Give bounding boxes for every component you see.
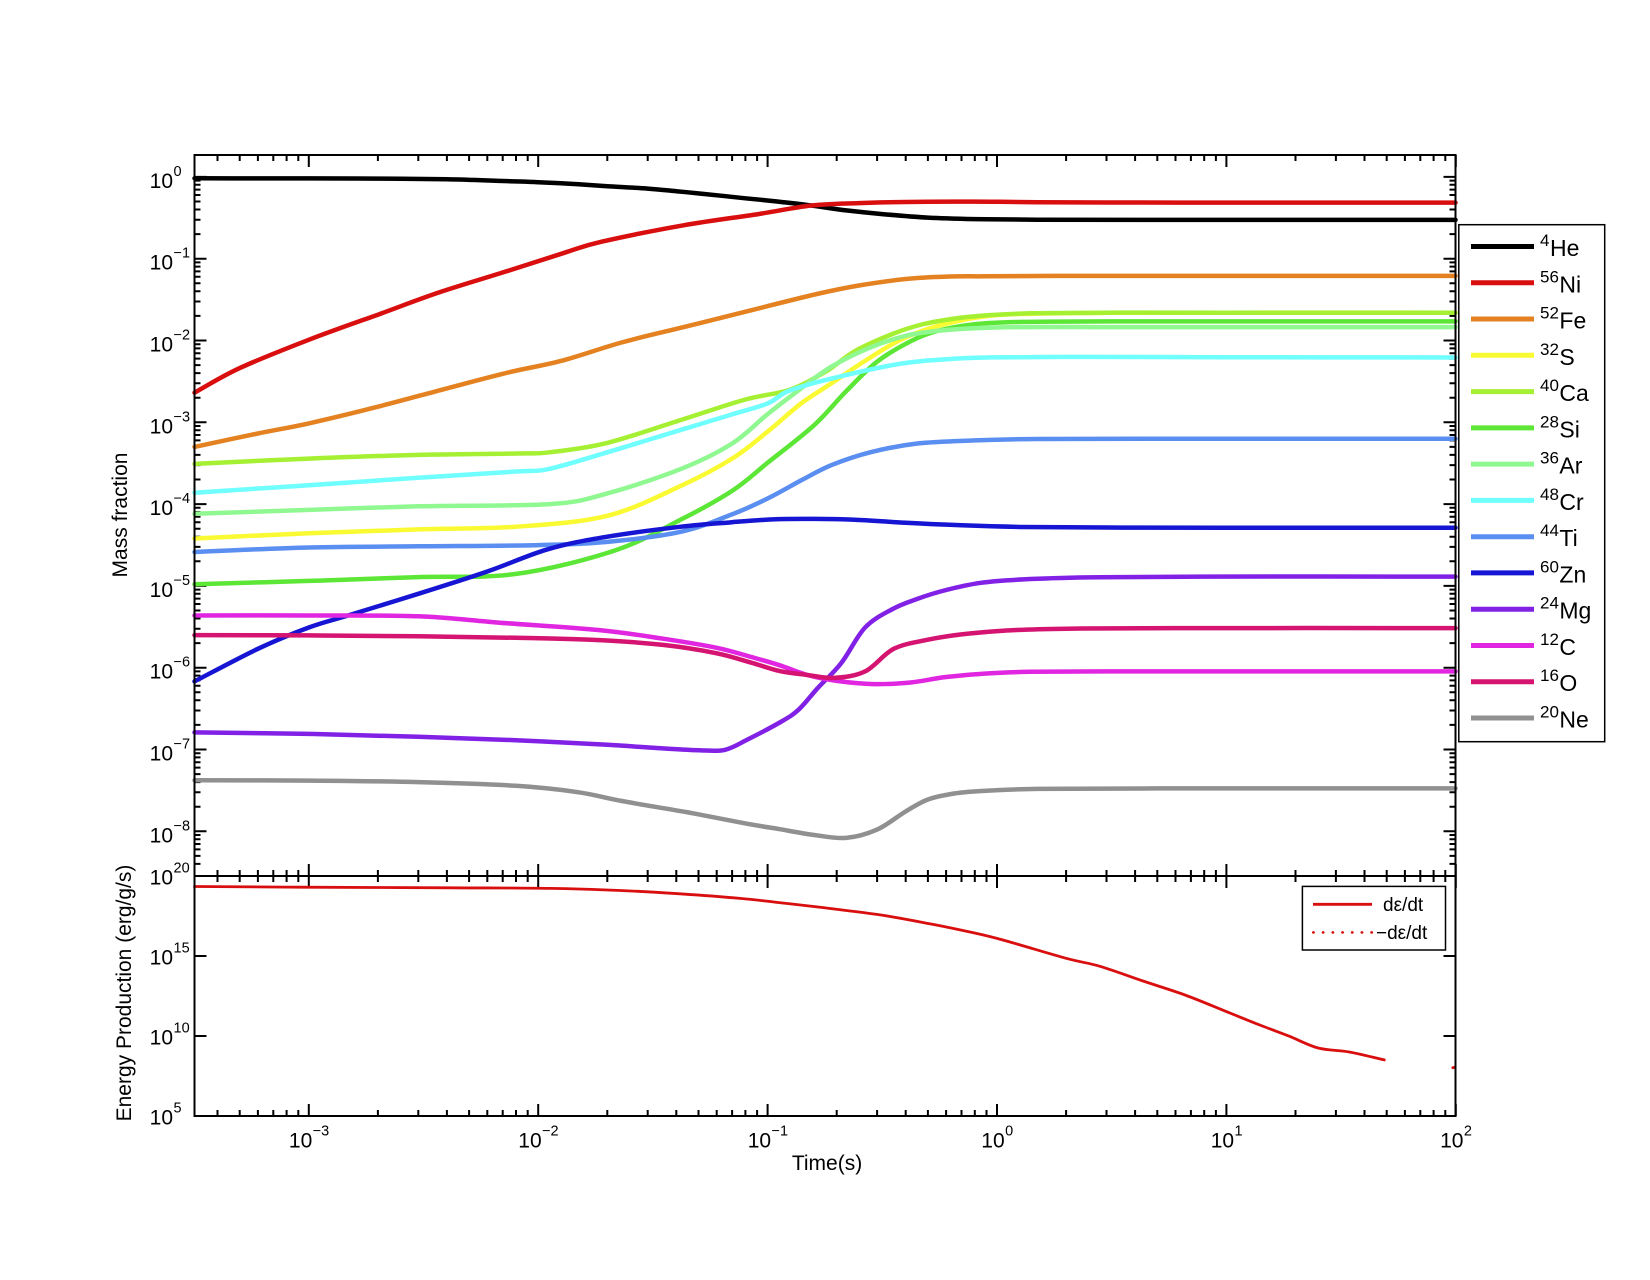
svg-text:Energy Production (erg/g/s): Energy Production (erg/g/s)	[113, 865, 136, 1122]
svg-text:60: 60	[1540, 557, 1559, 576]
svg-text:10: 10	[150, 497, 173, 520]
svg-text:Fe: Fe	[1559, 308, 1586, 334]
svg-text:12: 12	[1540, 630, 1559, 649]
svg-text:36: 36	[1540, 449, 1559, 468]
svg-text:20: 20	[174, 861, 190, 877]
svg-text:dε/dt: dε/dt	[1383, 895, 1424, 916]
svg-text:10: 10	[150, 579, 173, 602]
svg-text:1: 1	[1235, 1124, 1243, 1140]
svg-text:15: 15	[174, 941, 190, 957]
svg-text:−2: −2	[542, 1124, 559, 1140]
svg-text:10: 10	[150, 252, 173, 275]
svg-text:10: 10	[150, 824, 173, 847]
svg-text:Time(s): Time(s)	[792, 1152, 862, 1175]
svg-text:2: 2	[1464, 1124, 1472, 1140]
svg-text:−3: −3	[313, 1124, 330, 1140]
svg-text:10: 10	[150, 334, 173, 357]
svg-text:Ar: Ar	[1559, 453, 1582, 479]
svg-text:44: 44	[1540, 521, 1559, 540]
svg-text:10: 10	[748, 1130, 771, 1153]
svg-text:40: 40	[1540, 376, 1559, 395]
svg-text:24: 24	[1540, 594, 1559, 613]
svg-text:10: 10	[150, 1027, 173, 1050]
svg-text:C: C	[1559, 634, 1576, 660]
svg-text:−3: −3	[174, 409, 191, 425]
svg-text:10: 10	[150, 170, 173, 193]
svg-text:10: 10	[150, 947, 173, 970]
svg-text:He: He	[1550, 235, 1579, 261]
svg-text:32: 32	[1540, 340, 1559, 359]
svg-text:0: 0	[174, 164, 182, 180]
svg-text:10: 10	[150, 415, 173, 438]
svg-text:48: 48	[1540, 485, 1559, 504]
svg-text:−dε/dt: −dε/dt	[1376, 923, 1428, 944]
svg-text:0: 0	[1005, 1124, 1013, 1140]
svg-text:Mg: Mg	[1559, 598, 1591, 624]
svg-text:10: 10	[981, 1130, 1004, 1153]
svg-text:10: 10	[150, 743, 173, 766]
svg-text:Cr: Cr	[1559, 489, 1584, 515]
svg-text:56: 56	[1540, 267, 1559, 286]
svg-text:−5: −5	[174, 573, 191, 589]
svg-text:Ti: Ti	[1559, 525, 1577, 551]
svg-text:Ni: Ni	[1559, 271, 1581, 297]
svg-text:−1: −1	[174, 246, 191, 262]
svg-text:Mass fraction: Mass fraction	[109, 453, 132, 578]
svg-text:20: 20	[1540, 703, 1559, 722]
svg-text:28: 28	[1540, 412, 1559, 431]
svg-text:10: 10	[289, 1130, 312, 1153]
svg-text:10: 10	[150, 661, 173, 684]
svg-text:10: 10	[150, 867, 173, 890]
svg-text:O: O	[1559, 670, 1577, 696]
svg-text:−7: −7	[174, 737, 191, 753]
svg-text:Ne: Ne	[1559, 707, 1588, 733]
svg-text:−8: −8	[174, 818, 191, 834]
svg-text:S: S	[1559, 344, 1574, 370]
svg-text:Ca: Ca	[1559, 380, 1589, 406]
svg-text:Si: Si	[1559, 416, 1579, 442]
svg-text:10: 10	[150, 1107, 173, 1130]
svg-text:52: 52	[1540, 304, 1559, 323]
svg-text:10: 10	[174, 1021, 190, 1037]
svg-text:16: 16	[1540, 666, 1559, 685]
svg-text:−1: −1	[772, 1124, 789, 1140]
svg-text:10: 10	[1440, 1130, 1463, 1153]
svg-text:Zn: Zn	[1559, 561, 1586, 587]
svg-text:−6: −6	[174, 655, 191, 671]
svg-text:−4: −4	[174, 491, 191, 507]
svg-text:4: 4	[1540, 231, 1549, 250]
svg-text:10: 10	[1211, 1130, 1234, 1153]
svg-text:5: 5	[174, 1101, 182, 1117]
svg-text:−2: −2	[174, 328, 191, 344]
svg-text:10: 10	[518, 1130, 541, 1153]
